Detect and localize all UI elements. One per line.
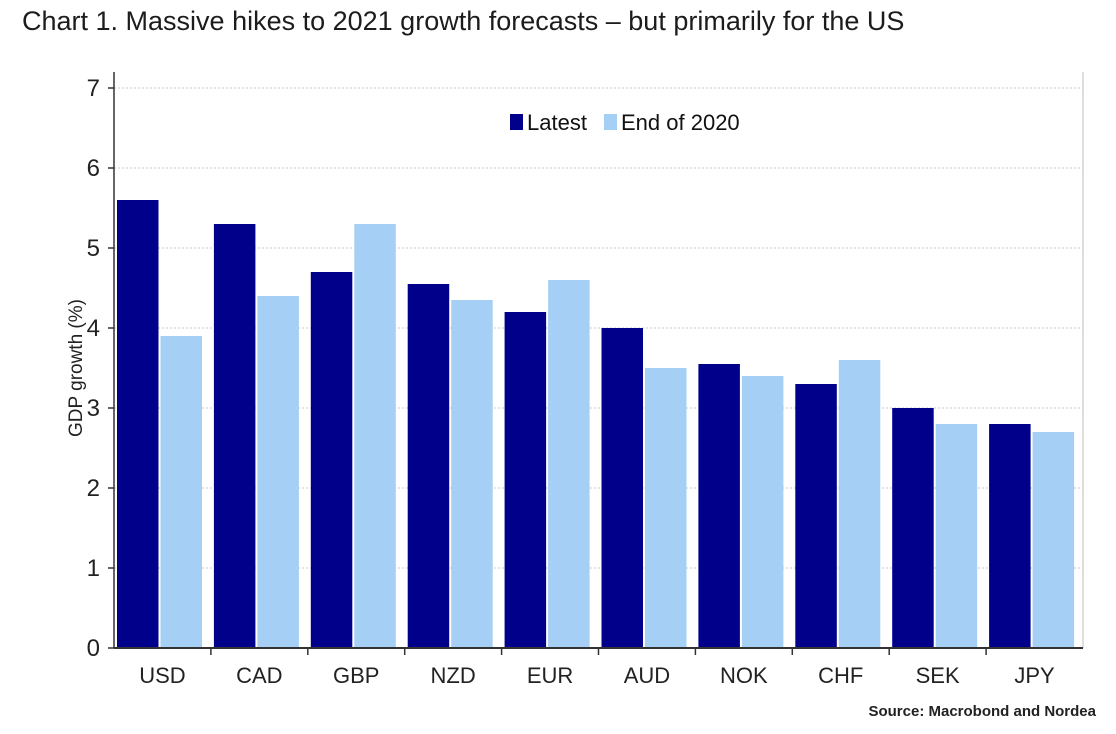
- y-tick-label: 1: [87, 555, 100, 582]
- y-tick-label: 6: [87, 155, 100, 182]
- x-tick-label: CAD: [236, 663, 282, 688]
- bar-aud-end-of-2020: [645, 368, 687, 648]
- x-tick-labels: USD CAD GBP NZD EUR AUD NOK CHF SEK JPY: [139, 663, 1055, 688]
- bar-jpy-latest: [989, 424, 1031, 648]
- legend-swatch-end-of-2020: [604, 114, 617, 130]
- legend-label: Latest: [527, 110, 587, 135]
- bar-nok-latest: [698, 364, 740, 648]
- bar-cad-end-of-2020: [257, 296, 299, 648]
- x-tick-label: NOK: [720, 663, 768, 688]
- bar-sek-latest: [892, 408, 934, 648]
- x-tick-label: SEK: [916, 663, 960, 688]
- x-tick-label: CHF: [818, 663, 863, 688]
- x-tick-label: GBP: [333, 663, 379, 688]
- bar-gbp-end-of-2020: [354, 224, 396, 648]
- axes: [108, 72, 1084, 655]
- x-tick-label: JPY: [1014, 663, 1055, 688]
- bar-chf-end-of-2020: [838, 360, 881, 648]
- bar-sek-end-of-2020: [935, 424, 978, 648]
- source-note: Source: Macrobond and Nordea: [868, 703, 1096, 720]
- legend-swatch-latest: [510, 114, 523, 130]
- x-tick-label: NZD: [431, 663, 476, 688]
- bar-eur-latest: [504, 312, 547, 648]
- y-axis-label: GDP growth (%): [66, 299, 87, 437]
- y-tick-label: 7: [87, 75, 100, 102]
- bar-cad-latest: [213, 224, 256, 648]
- y-tick-label: 0: [87, 635, 100, 662]
- y-tick-label: 2: [87, 475, 100, 502]
- y-tick-label: 4: [87, 315, 100, 342]
- legend: Latest End of 2020: [510, 110, 740, 135]
- y-tick-label: 5: [87, 235, 100, 262]
- bar-chf-latest: [795, 384, 837, 648]
- x-tick-label: AUD: [624, 663, 670, 688]
- y-tick-labels: 0 1 2 3 4 5 6 7: [87, 75, 100, 662]
- bar-nzd-end-of-2020: [451, 300, 493, 648]
- y-tick-label: 3: [87, 395, 100, 422]
- bar-usd-latest: [117, 200, 159, 648]
- bar-aud-latest: [601, 328, 643, 648]
- bar-nzd-latest: [407, 284, 450, 648]
- chart-title: Chart 1. Massive hikes to 2021 growth fo…: [22, 6, 905, 36]
- x-tick-label: USD: [139, 663, 185, 688]
- bar-gbp-latest: [310, 272, 353, 648]
- bars: [117, 200, 1075, 648]
- bar-nok-end-of-2020: [741, 376, 784, 648]
- x-tick-label: EUR: [527, 663, 573, 688]
- bar-jpy-end-of-2020: [1032, 432, 1075, 648]
- legend-label: End of 2020: [621, 110, 740, 135]
- bar-eur-end-of-2020: [548, 280, 590, 648]
- bar-usd-end-of-2020: [160, 336, 202, 648]
